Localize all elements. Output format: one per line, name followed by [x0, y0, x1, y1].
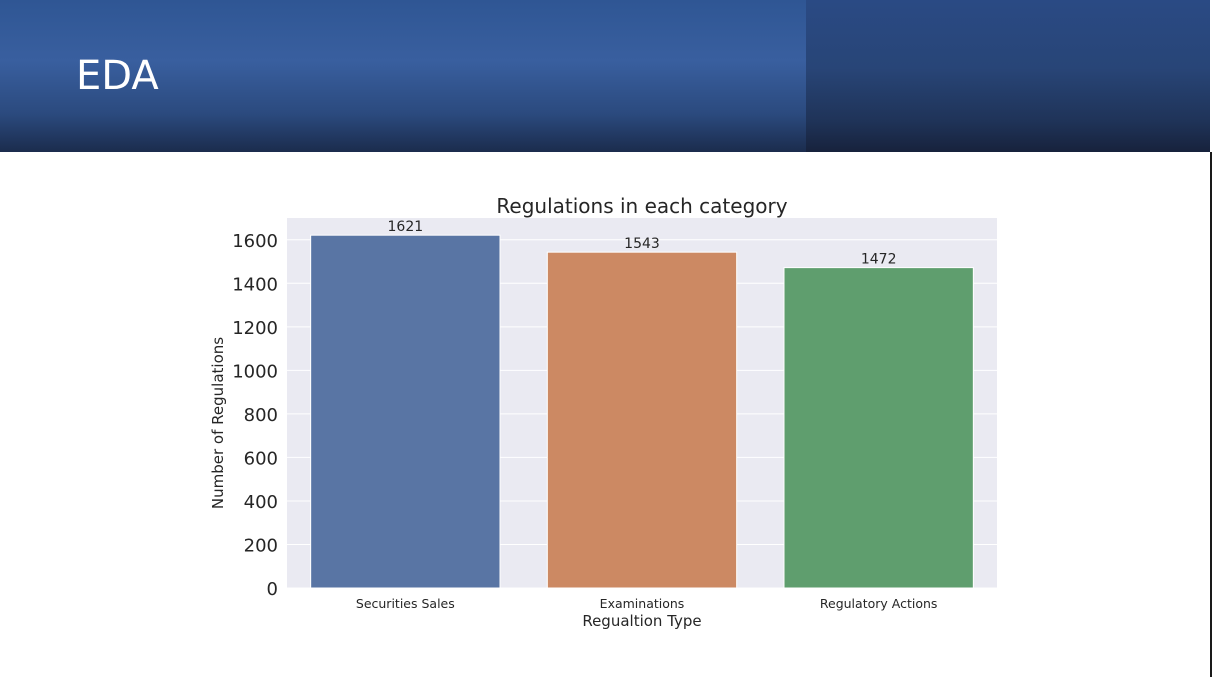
y-tick-label: 400: [244, 492, 278, 513]
x-tick-label: Examinations: [600, 596, 685, 611]
y-axis-label: Number of Regulations: [209, 337, 227, 509]
header-right-panel: [806, 0, 1210, 152]
y-tick-label: 200: [244, 535, 278, 556]
y-tick-label: 600: [244, 448, 278, 469]
x-tick-labels: Securities Sales Examinations Regulatory A…: [356, 596, 938, 611]
y-tick-labels: 0 200 400 600 800 1000 1200 1400 1600: [232, 231, 278, 600]
bar-value-labels: 1621 1543 1472: [388, 219, 897, 267]
slide-edge-top: [1210, 0, 1212, 152]
x-axis-label: Regualtion Type: [582, 612, 701, 630]
bar-value-label: 1621: [388, 219, 424, 235]
chart-title: Regulations in each category: [496, 194, 787, 218]
bar: [546, 251, 738, 589]
y-tick-label: 800: [244, 405, 278, 426]
y-tick-label: 1400: [232, 274, 278, 295]
bar-value-label: 1472: [861, 252, 897, 268]
slide-title: EDA: [76, 53, 159, 99]
y-tick-label: 1600: [232, 231, 278, 252]
bar-value-label: 1543: [624, 236, 660, 252]
slide-header: EDA: [0, 0, 1210, 152]
y-tick-label: 1200: [232, 318, 278, 339]
bar: [783, 267, 974, 589]
x-tick-label: Regulatory Actions: [820, 596, 938, 611]
y-tick-label: 0: [267, 579, 278, 600]
slide-edge: [1210, 152, 1212, 677]
bars: [310, 234, 974, 589]
y-tick-label: 1000: [232, 361, 278, 382]
x-tick-label: Securities Sales: [356, 596, 455, 611]
bar: [310, 234, 501, 589]
